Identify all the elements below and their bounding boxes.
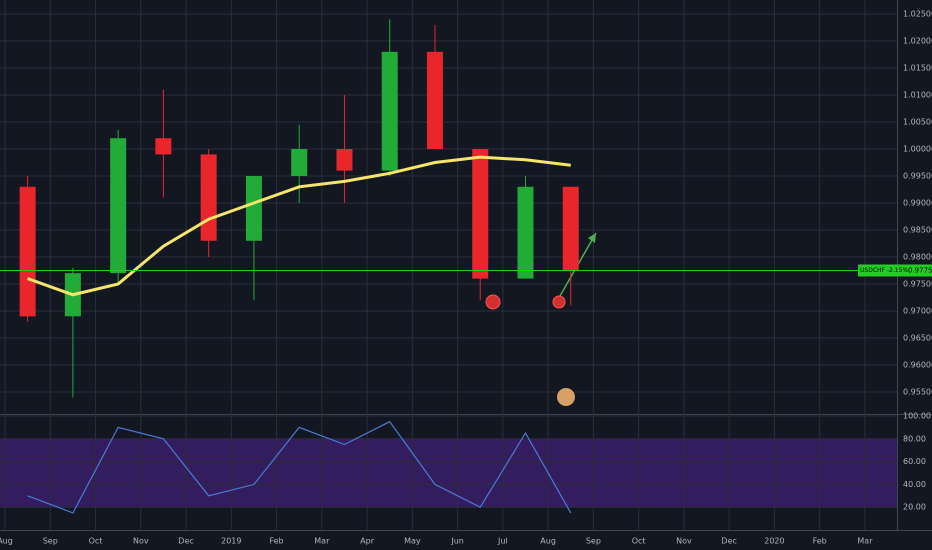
x-tick-label: 2020 <box>764 537 784 546</box>
price-symbol: USDCHF -2.15% <box>860 267 908 274</box>
candle-body <box>472 149 489 279</box>
y-tick-label: 0.99500 <box>903 171 932 180</box>
x-tick-label: Jun <box>450 537 464 546</box>
y2-tick-label: 40.00 <box>903 480 926 489</box>
arrow-head <box>588 233 596 243</box>
x-tick-label: Sep <box>586 537 601 546</box>
x-tick-label: Dec <box>721 537 736 546</box>
x-tick-label: Apr <box>360 537 375 546</box>
oscillator-line <box>27 420 572 514</box>
candle-body <box>19 186 36 317</box>
candle-body <box>381 51 398 171</box>
x-tick-label: Nov <box>676 537 692 546</box>
x-tick-label: Dec <box>178 537 193 546</box>
candle-body <box>110 138 127 274</box>
y2-tick-label: 100.00 <box>903 412 931 421</box>
x-tick-label: Aug <box>540 537 556 546</box>
candle-body <box>426 51 443 150</box>
x-tick-label: Feb <box>813 537 827 546</box>
y2-tick-label: 20.00 <box>903 503 926 512</box>
marker-circle <box>552 295 566 309</box>
x-tick-label: Mar <box>314 537 330 546</box>
y-tick-label: 1.02000 <box>903 37 932 46</box>
x-tick-label: Oct <box>89 537 103 546</box>
oscillator-band <box>0 438 897 508</box>
y-tick-label: 1.01500 <box>903 64 932 73</box>
price-label-box <box>858 264 932 277</box>
y-tick-label: 1.00000 <box>903 145 932 154</box>
x-tick-label: Aug <box>0 537 13 546</box>
moving-average <box>27 155 571 297</box>
x-tick-label: Feb <box>269 537 283 546</box>
candle-body <box>291 149 308 176</box>
candle-body <box>517 186 534 279</box>
x-tick-label: Mar <box>857 537 873 546</box>
y-tick-label: 1.01000 <box>903 91 932 100</box>
candle-body <box>562 186 579 271</box>
x-tick-label: 2019 <box>221 537 241 546</box>
x-tick-label: May <box>404 537 421 546</box>
marker-circle <box>485 294 501 310</box>
y2-tick-label: 80.00 <box>903 434 926 443</box>
x-tick-label: Jul <box>497 537 508 546</box>
x-tick-label: Nov <box>133 537 149 546</box>
candle-body <box>200 154 217 241</box>
y-tick-label: 1.00500 <box>903 118 932 127</box>
emoji-icon <box>557 388 575 406</box>
candle-body <box>336 149 353 171</box>
candle-body <box>155 138 172 155</box>
candle-body <box>245 175 262 241</box>
price-label: 0.97750 <box>908 266 932 274</box>
y2-tick-label: 60.00 <box>903 457 926 466</box>
x-tick-label: Oct <box>632 537 646 546</box>
x-tick-label: Sep <box>43 537 58 546</box>
y-tick-label: 1.02500 <box>903 10 932 19</box>
